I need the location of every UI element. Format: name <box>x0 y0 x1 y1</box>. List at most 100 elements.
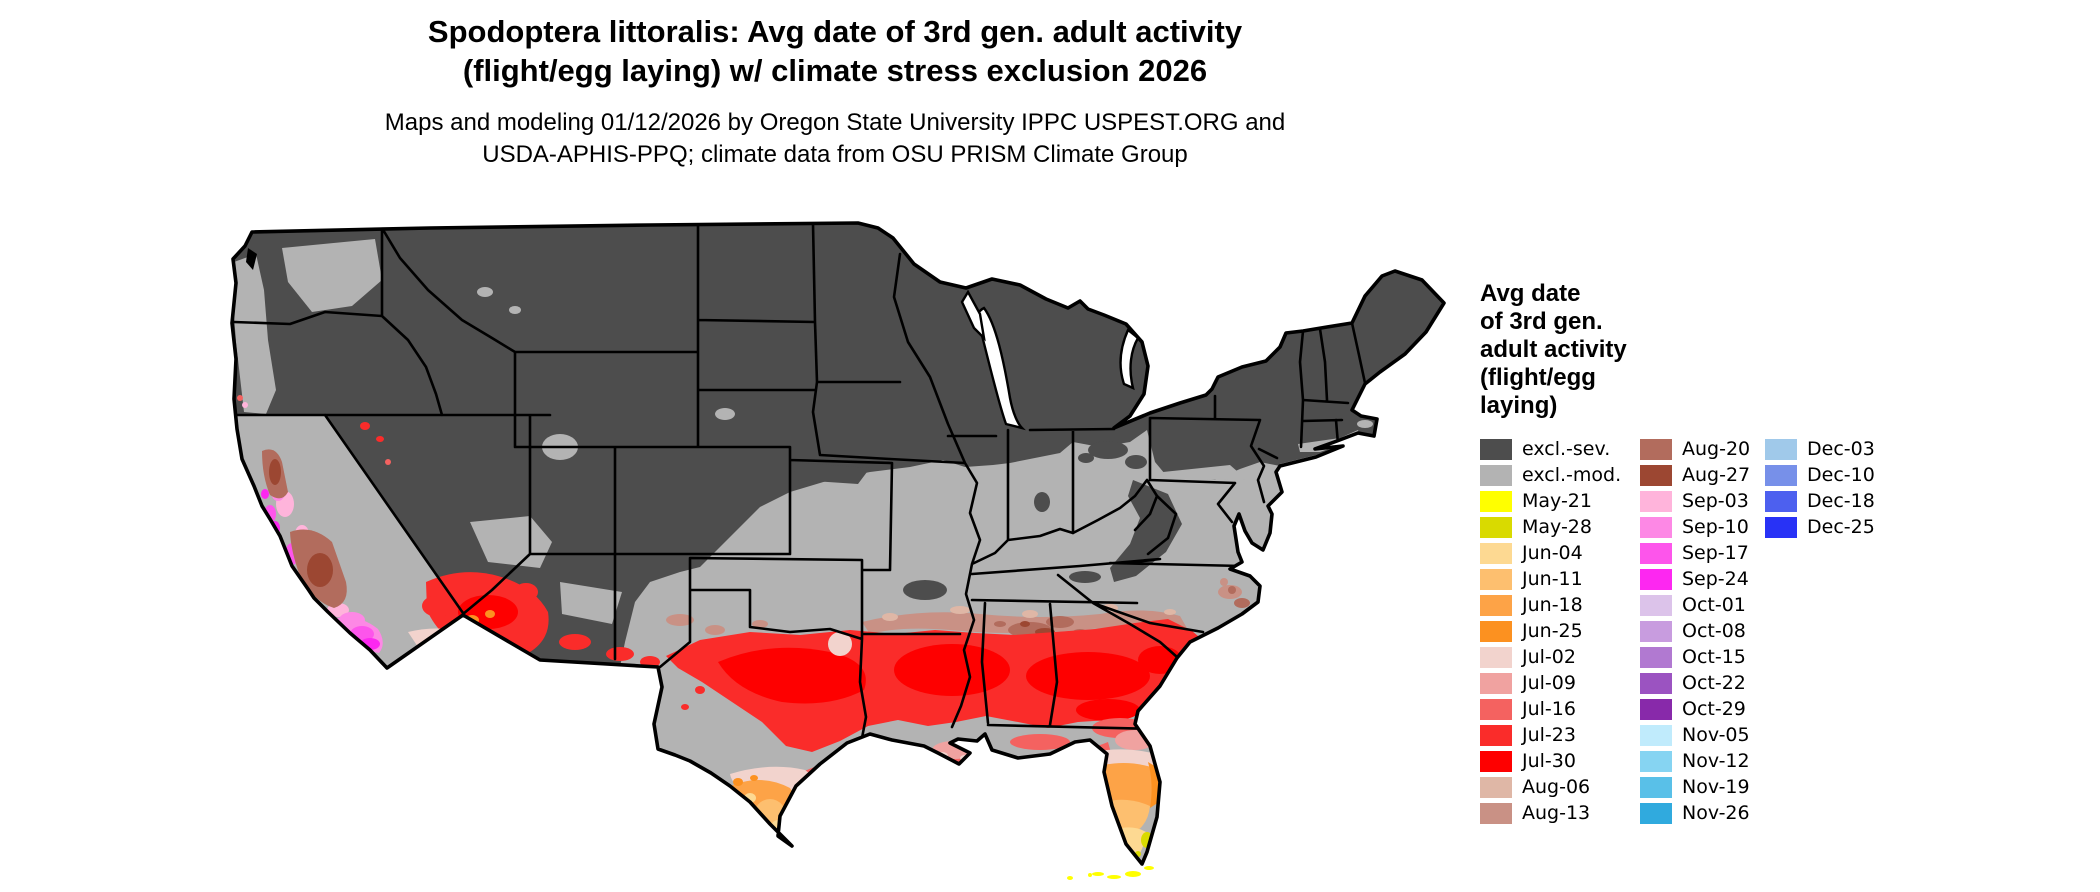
legend-swatch <box>1480 672 1512 694</box>
legend-label: Jun-18 <box>1522 594 1583 616</box>
legend-row: Sep-17 <box>1640 540 1750 566</box>
legend-row: Jul-02 <box>1480 644 1621 670</box>
legend-label: excl.-sev. <box>1522 438 1611 460</box>
legend-row: Jul-09 <box>1480 670 1621 696</box>
legend-row: Dec-18 <box>1765 488 1875 514</box>
legend-swatch <box>1765 438 1797 460</box>
legend-label: Nov-12 <box>1682 750 1750 772</box>
legend-row: excl.-sev. <box>1480 436 1621 462</box>
legend-label: Nov-05 <box>1682 724 1750 746</box>
legend-label: Dec-18 <box>1807 490 1875 512</box>
legend-row: Jul-30 <box>1480 748 1621 774</box>
legend-swatch <box>1640 672 1672 694</box>
legend-label: Aug-20 <box>1682 438 1751 460</box>
legend-label: Oct-08 <box>1682 620 1746 642</box>
legend-label: Oct-29 <box>1682 698 1746 720</box>
legend-swatch <box>1480 464 1512 486</box>
legend-swatch <box>1480 724 1512 746</box>
map-national-outline <box>230 221 1446 866</box>
legend-swatch <box>1765 516 1797 538</box>
legend-label: Jun-04 <box>1522 542 1583 564</box>
legend-row: Sep-10 <box>1640 514 1750 540</box>
legend-label: May-28 <box>1522 516 1592 538</box>
legend-label: Jul-09 <box>1522 672 1576 694</box>
legend-row: May-21 <box>1480 488 1621 514</box>
legend-row: Oct-22 <box>1640 670 1750 696</box>
legend-row: Sep-03 <box>1640 488 1750 514</box>
legend-label: excl.-mod. <box>1522 464 1622 486</box>
legend-swatch <box>1765 464 1797 486</box>
legend-swatch <box>1640 620 1672 642</box>
legend-swatch <box>1480 646 1512 668</box>
legend-swatch <box>1640 568 1672 590</box>
legend-label: Sep-03 <box>1682 490 1749 512</box>
legend-row: excl.-mod. <box>1480 462 1621 488</box>
legend-label: Oct-15 <box>1682 646 1746 668</box>
puget-sound-detail <box>246 248 257 270</box>
legend-swatch <box>1480 438 1512 460</box>
legend-swatch <box>1640 802 1672 824</box>
legend-row: Dec-25 <box>1765 514 1875 540</box>
legend-label: Jul-30 <box>1522 750 1576 772</box>
florida-keys <box>1067 866 1154 880</box>
legend-label: Aug-13 <box>1522 802 1591 824</box>
legend-swatch <box>1480 490 1512 512</box>
legend-label: Dec-10 <box>1807 464 1875 486</box>
legend-swatch <box>1640 464 1672 486</box>
subtitle: Maps and modeling 01/12/2026 by Oregon S… <box>0 107 1670 171</box>
legend-swatch <box>1640 750 1672 772</box>
legend-swatch <box>1480 542 1512 564</box>
page-title-line2: (flight/egg laying) w/ climate stress ex… <box>462 53 1208 88</box>
subtitle-line2: USDA-APHIS-PPQ; climate data from OSU PR… <box>482 141 1188 168</box>
legend-row: Nov-12 <box>1640 748 1750 774</box>
legend-swatch <box>1640 490 1672 512</box>
legend-row: Oct-15 <box>1640 644 1750 670</box>
legend-row: Dec-03 <box>1765 436 1875 462</box>
page-title-line1: Spodoptera littoralis: Avg date of 3rd g… <box>427 14 1243 49</box>
legend-swatch <box>1480 516 1512 538</box>
map-patches-dark <box>790 441 1182 600</box>
great-lakes <box>960 289 1140 431</box>
legend-swatch <box>1480 776 1512 798</box>
legend-label: Oct-22 <box>1682 672 1746 694</box>
header: Spodoptera littoralis: Avg date of 3rd g… <box>0 12 1670 171</box>
legend-row: Oct-08 <box>1640 618 1750 644</box>
legend-row: Jul-16 <box>1480 696 1621 722</box>
legend-label: May-21 <box>1522 490 1592 512</box>
legend-swatch <box>1640 438 1672 460</box>
legend-swatch <box>1640 646 1672 668</box>
legend-row: Aug-13 <box>1480 800 1621 826</box>
legend-row: Nov-26 <box>1640 800 1750 826</box>
legend-row: Sep-24 <box>1640 566 1750 592</box>
legend-column: excl.-sev. excl.-mod. May-21 May-28 Jun-04 Ju… <box>1480 436 1621 826</box>
legend-swatch <box>1480 698 1512 720</box>
map-legend: Avg date of 3rd gen. adult activity (fli… <box>1480 280 2080 824</box>
legend-swatch <box>1480 750 1512 772</box>
legend-row: Aug-06 <box>1480 774 1621 800</box>
legend-row: May-28 <box>1480 514 1621 540</box>
legend-label: Oct-01 <box>1682 594 1746 616</box>
legend-label: Jul-02 <box>1522 646 1576 668</box>
legend-row: Jun-25 <box>1480 618 1621 644</box>
legend-row: Nov-05 <box>1640 722 1750 748</box>
legend-swatch <box>1640 594 1672 616</box>
conus-map-svg <box>230 221 1446 880</box>
legend-swatch <box>1640 698 1672 720</box>
legend-label: Sep-17 <box>1682 542 1749 564</box>
legend-label: Jul-16 <box>1522 698 1576 720</box>
conus-map <box>230 162 1450 892</box>
legend-row: Jul-23 <box>1480 722 1621 748</box>
legend-swatch <box>1640 542 1672 564</box>
legend-swatch <box>1640 776 1672 798</box>
legend-label: Dec-25 <box>1807 516 1875 538</box>
legend-row: Jun-04 <box>1480 540 1621 566</box>
legend-label: Aug-27 <box>1682 464 1751 486</box>
legend-swatch <box>1480 620 1512 642</box>
legend-label: Jun-25 <box>1522 620 1583 642</box>
legend-swatch <box>1480 802 1512 824</box>
legend-row: Oct-01 <box>1640 592 1750 618</box>
legend-swatch <box>1480 568 1512 590</box>
legend-swatch <box>1640 516 1672 538</box>
legend-swatch <box>1640 724 1672 746</box>
